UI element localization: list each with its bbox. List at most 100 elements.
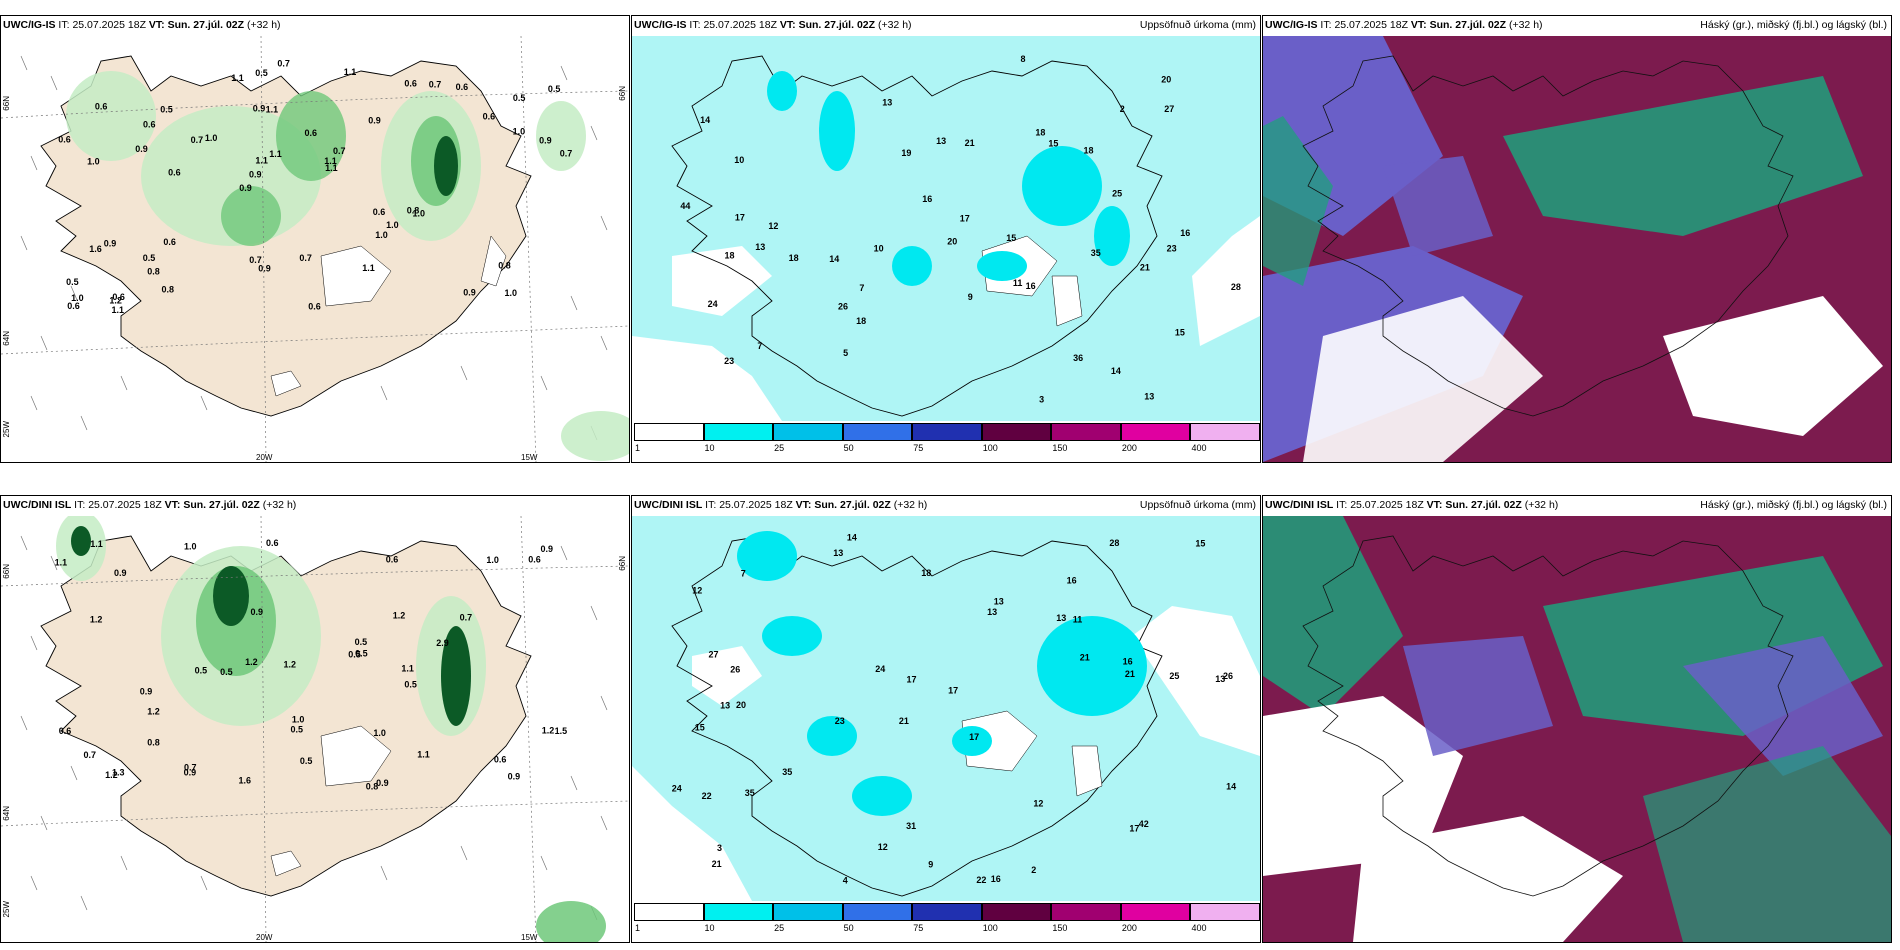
value-label: 1.1 (269, 149, 282, 159)
value-label: 21 (1140, 263, 1150, 273)
cloud-panel-top: UWC/IG-IS IT: 25.07.2025 18Z VT: Sun. 27… (1262, 15, 1892, 463)
wind-labels: 1.0 1.0 0.5 0.9 0.9 0.6 0.9 0.6 0.9 1.0 0.5 0.8 1.1 0… (58, 59, 572, 315)
colorbar-segment (842, 423, 913, 441)
value-label: 0.5 (195, 666, 208, 676)
lon-label: 15W (521, 933, 538, 942)
value-label: 1.0 (513, 127, 526, 137)
wind-map: 1.0 1.0 0.5 0.9 0.9 0.6 0.9 0.6 0.9 1.0 0.5 0.8 1.1 0… (1, 36, 629, 462)
precip-colorbar: 1 10 25 50 75 100 150 200 400 (634, 423, 1260, 453)
panel-title: UWC/IG-IS IT: 25.07.2025 18Z VT: Sun. 27… (634, 19, 912, 31)
colorbar-segment (1051, 903, 1121, 921)
value-label: 1.0 (87, 157, 100, 167)
panel-title: UWC/IG-IS IT: 25.07.2025 18Z VT: Sun. 27… (3, 19, 281, 31)
panel-title: UWC/DINI ISL IT: 25.07.2025 18Z VT: Sun.… (3, 499, 297, 511)
value-label: 1.1 (112, 305, 125, 315)
lat-label-right: 66N (618, 556, 627, 571)
precip-colorbar: 1 10 25 50 75 100 150 200 400 (634, 903, 1260, 933)
panel-title: UWC/DINI ISL IT: 25.07.2025 18Z VT: Sun.… (1265, 499, 1559, 511)
value-label: 16 (922, 194, 932, 204)
wind-map: 1.60.80.71.11.00.90.50.90.60.91.00.51.20… (1, 516, 629, 942)
value-label: 1.0 (71, 293, 84, 303)
value-label: 0.6 (404, 79, 417, 89)
value-label: 0.6 (112, 292, 125, 302)
colorbar-segment (773, 423, 843, 441)
value-label: 1.0 (413, 209, 426, 219)
value-label: 25 (1169, 671, 1179, 681)
value-label: 0.5 (300, 756, 313, 766)
value-label: 1.1 (324, 156, 337, 166)
panel-subtitle: Uppsöfnuð úrkoma (mm) (1139, 499, 1256, 511)
value-label: 0.9 (239, 183, 252, 193)
value-label: 0.8 (498, 261, 511, 271)
value-label: 0.8 (147, 267, 160, 277)
colorbar-label: 50 (843, 443, 854, 453)
value-label: 21 (712, 859, 722, 869)
value-label: 1.2 (105, 770, 118, 780)
cloud-panel-bottom: UWC/DINI ISL IT: 25.07.2025 18Z VT: Sun.… (1262, 495, 1892, 943)
value-label: 0.9 (135, 144, 148, 154)
colorbar-label: 25 (774, 923, 785, 933)
value-label: 25 (1112, 189, 1122, 199)
value-label: 14 (847, 532, 857, 542)
value-label: 0.6 (494, 755, 507, 765)
value-label: 1.2 (245, 657, 258, 667)
value-label: 13 (833, 548, 843, 558)
value-label: 14 (1111, 366, 1121, 376)
value-label: 26 (838, 302, 848, 312)
value-label: 15 (1195, 539, 1205, 549)
colorbar-segment (634, 423, 704, 441)
value-label: 0.7 (560, 149, 573, 159)
value-label: 21 (965, 138, 975, 148)
value-label: 1.0 (184, 542, 197, 552)
value-label: 2.9 (436, 638, 449, 648)
value-label: 1.0 (486, 555, 499, 565)
value-label: 28 (1231, 282, 1241, 292)
value-label: 0.9 (376, 778, 389, 788)
value-label: 1.1 (90, 539, 103, 549)
value-label: 44 (680, 201, 690, 211)
value-label: 14 (1226, 782, 1236, 792)
precip-panel-top: UWC/IG-IS IT: 25.07.2025 18Z VT: Sun. 27… (631, 15, 1261, 463)
value-label: 0.6 (266, 538, 279, 548)
value-label: 0.7 (249, 255, 262, 265)
value-label: 0.5 (404, 680, 417, 690)
colorbar-label: 10 (704, 923, 715, 933)
lat-label-right: 66N (618, 86, 627, 101)
colorbar-label: 150 (1052, 443, 1068, 453)
value-label: 20 (736, 700, 746, 710)
colorbar-label: 100 (982, 923, 998, 933)
value-label: 0.6 (308, 302, 321, 312)
value-label: 13 (936, 136, 946, 146)
value-label: 18 (789, 253, 799, 263)
panel-title: UWC/IG-IS IT: 25.07.2025 18Z VT: Sun. 27… (1265, 19, 1543, 31)
value-label: 1.0 (505, 288, 518, 298)
colorbar-label: 150 (1052, 923, 1068, 933)
value-label: 0.5 (548, 84, 561, 94)
value-label: 1.1 (362, 263, 375, 273)
value-label: 0.5 (220, 667, 233, 677)
value-label: 3 (1039, 395, 1044, 405)
value-label: 16 (1180, 228, 1190, 238)
value-label: 1.0 (375, 230, 388, 240)
colorbar-label: 75 (913, 923, 924, 933)
value-label: 22 (702, 791, 712, 801)
colorbar-segment (981, 903, 1052, 921)
value-label: 0.5 (255, 68, 268, 78)
value-label: 27 (1164, 104, 1174, 114)
panel-subtitle: Háský (gr.), miðský (fj.bl.) og lágský (… (1700, 19, 1887, 31)
value-label: 0.5 (355, 649, 368, 659)
value-label: 0.8 (147, 737, 160, 747)
value-label: 0.9 (249, 169, 262, 179)
value-label: 2 (1031, 865, 1036, 875)
value-label: 0.6 (305, 128, 318, 138)
value-label: 0.8 (366, 782, 379, 792)
colorbar-label: 50 (843, 923, 854, 933)
panel-subtitle: Háský (gr.), miðský (fj.bl.) og lágský (… (1700, 499, 1887, 511)
value-label: 20 (1161, 74, 1171, 84)
value-label: 13 (1215, 674, 1225, 684)
colorbar-segment (634, 903, 704, 921)
value-label: 10 (734, 155, 744, 165)
value-label: 0.7 (191, 135, 204, 145)
value-label: 0.9 (258, 264, 271, 274)
value-label: 42 (1139, 819, 1149, 829)
